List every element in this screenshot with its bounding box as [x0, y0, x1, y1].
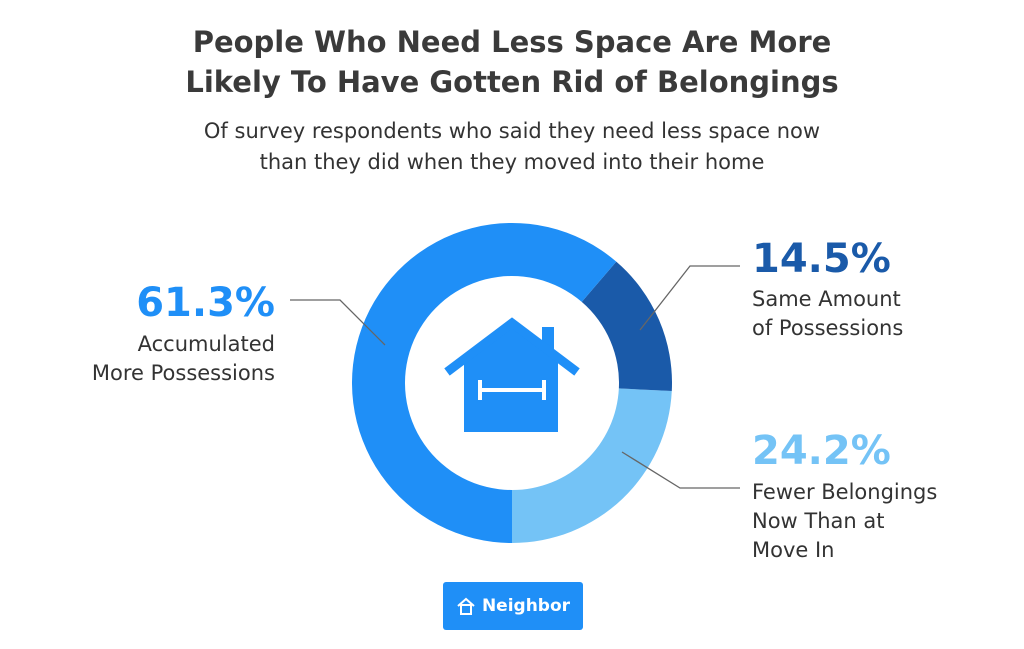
- brand-name: Neighbor: [481, 596, 571, 616]
- category-label: Fewer Belongings Now Than at Move In: [752, 480, 938, 562]
- donut-segment: [581, 261, 672, 392]
- donut-segment: [512, 388, 672, 543]
- value-label: 24.2%: [752, 428, 891, 474]
- leader-line: [621, 451, 740, 489]
- value-label: 61.3%: [136, 280, 275, 326]
- category-label: Accumulated More Possessions: [91, 332, 275, 385]
- value-label: 14.5%: [752, 236, 891, 282]
- donut-segment: [352, 223, 617, 543]
- chart-subtitle: Of survey respondents who said they need…: [203, 119, 821, 174]
- leader-lines: [290, 265, 740, 489]
- brand-badge: Neighbor: [443, 582, 583, 630]
- leader-line: [639, 265, 740, 331]
- house-icon: [444, 317, 580, 432]
- category-label: Same Amount of Possessions: [752, 287, 904, 340]
- leader-line: [290, 299, 386, 346]
- chart-title: People Who Need Less Space Are More Like…: [185, 25, 839, 99]
- brand-icon: [457, 597, 475, 615]
